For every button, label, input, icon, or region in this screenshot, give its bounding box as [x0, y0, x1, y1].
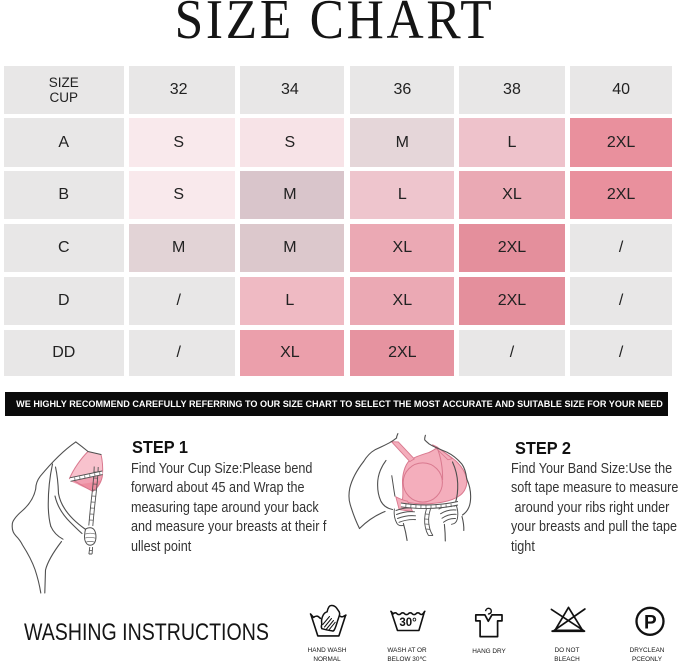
svg-text:30°: 30° — [399, 614, 417, 628]
svg-text:P: P — [644, 612, 657, 633]
